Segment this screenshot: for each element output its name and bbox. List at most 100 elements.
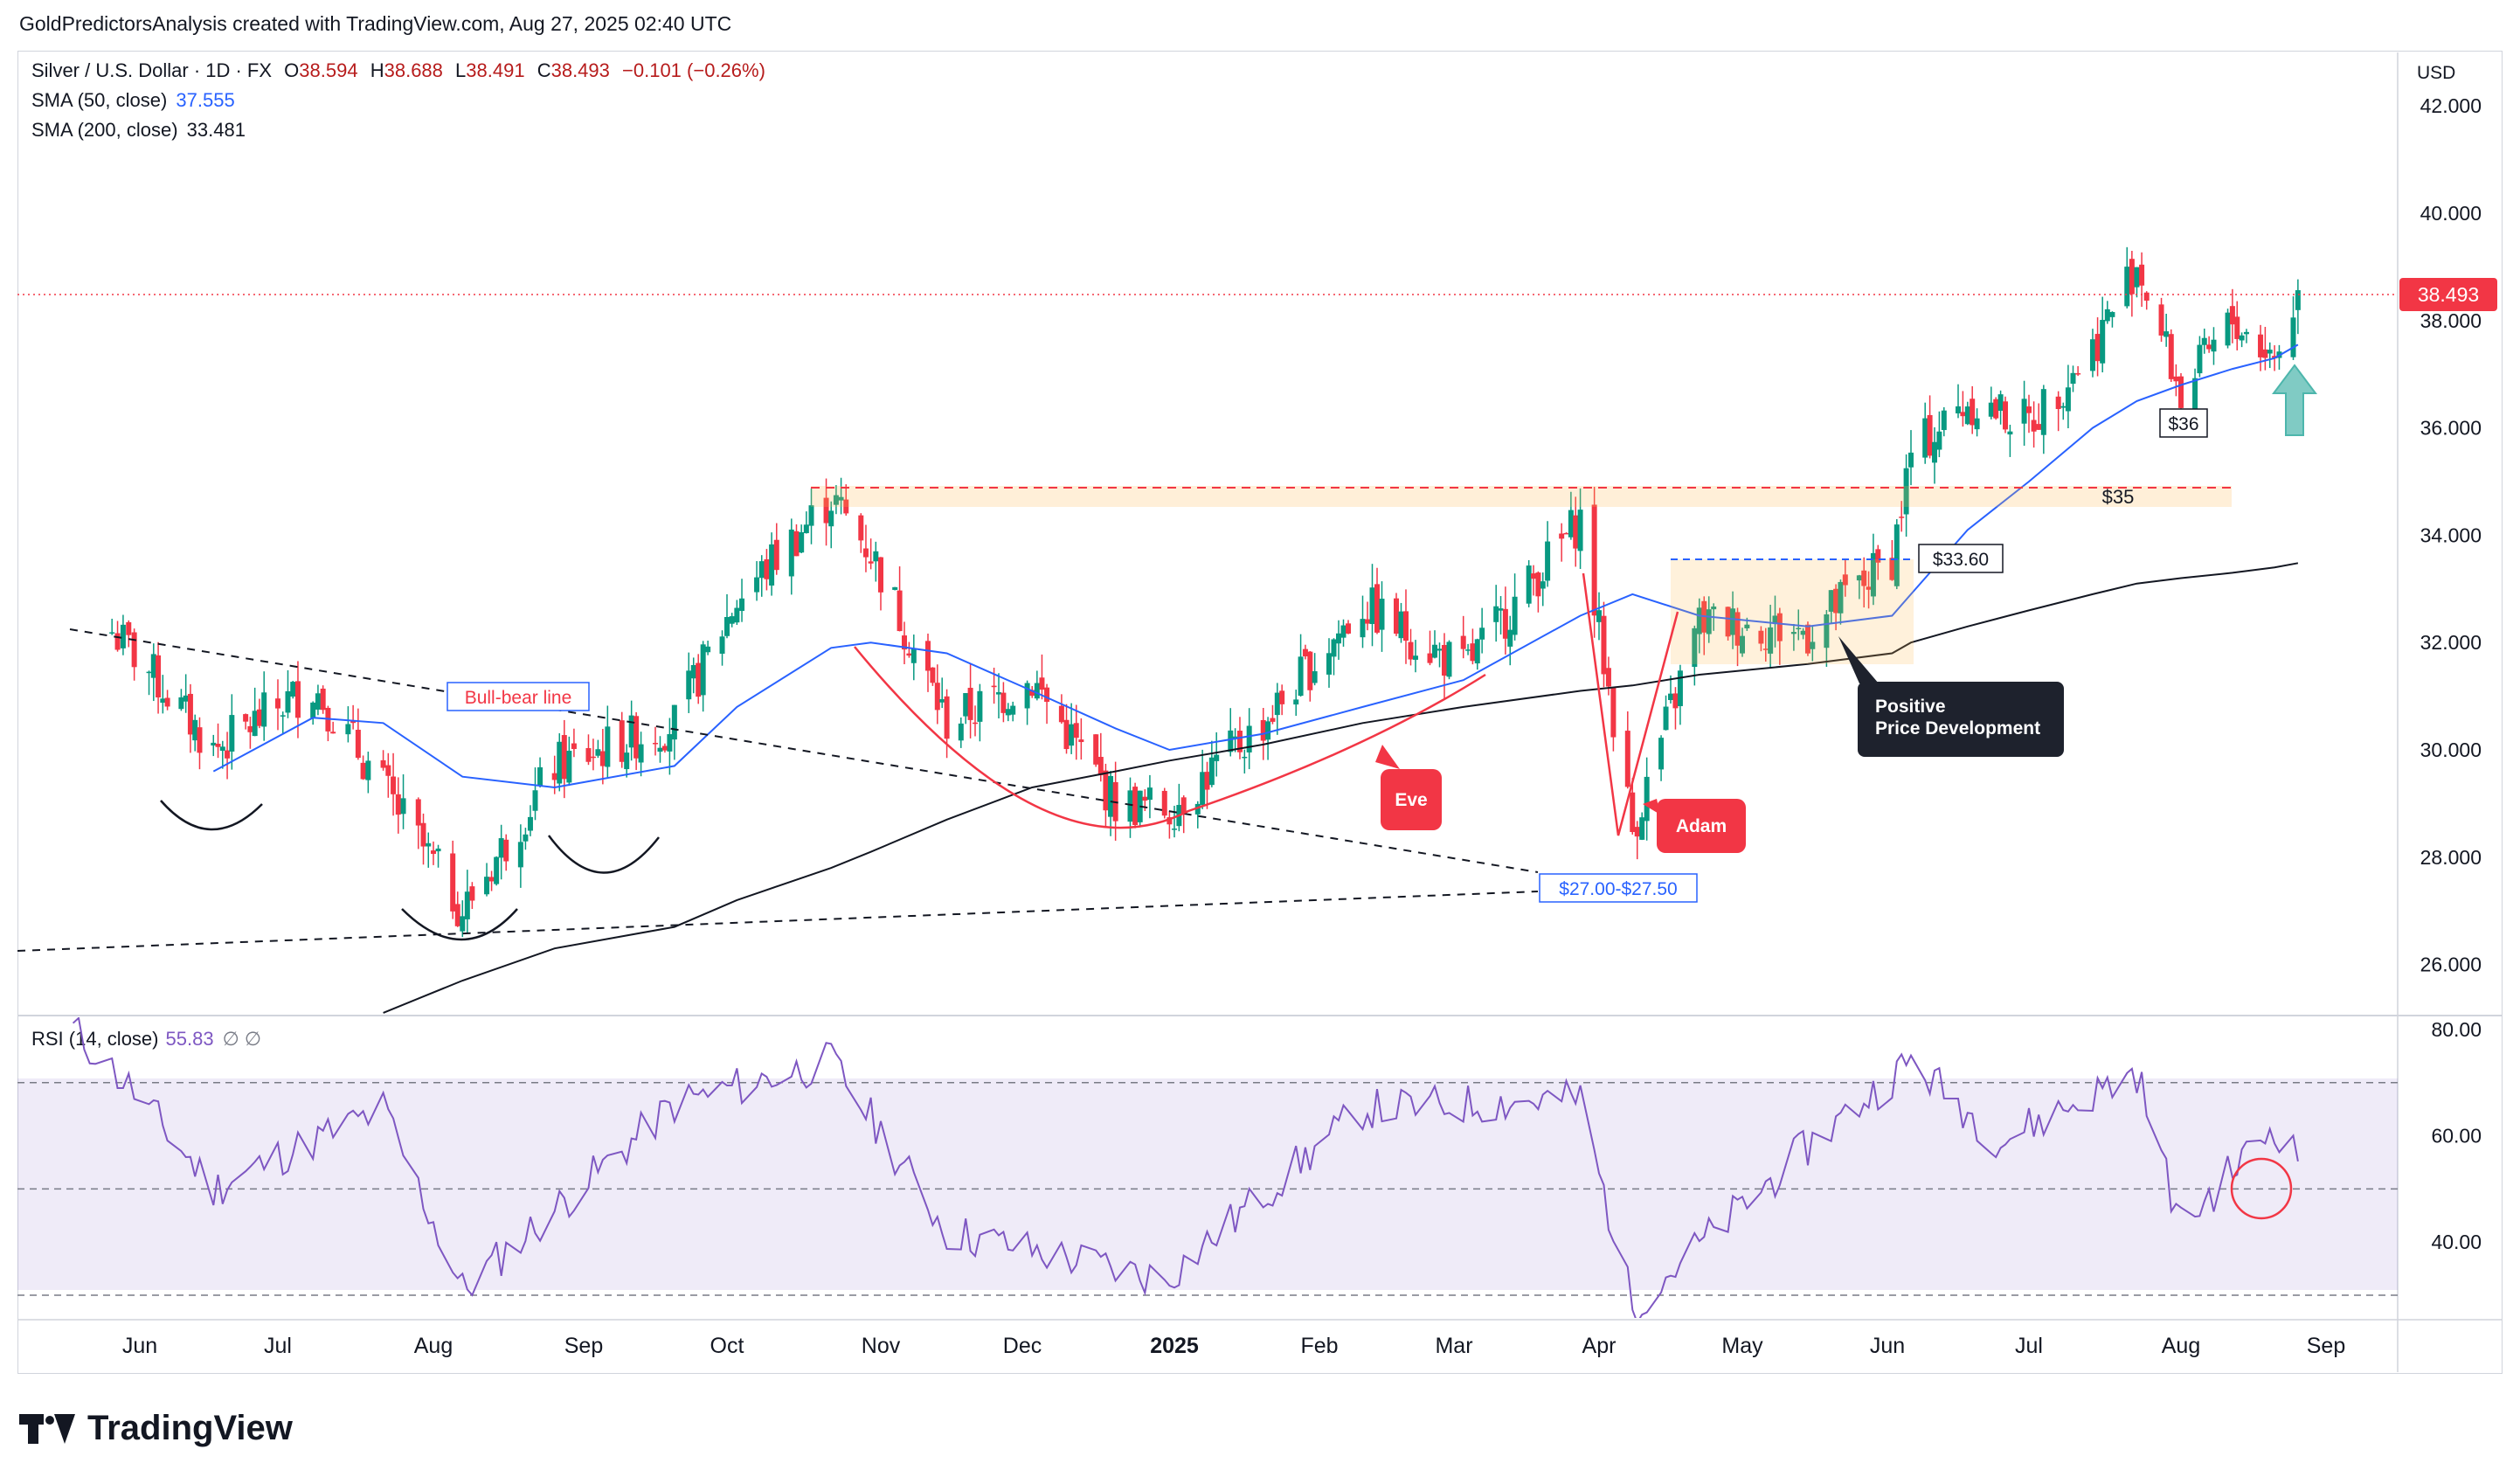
candle[interactable] — [1403, 589, 1409, 664]
eve-curve[interactable] — [854, 646, 1486, 829]
candle[interactable] — [1540, 572, 1546, 607]
support-line[interactable] — [17, 891, 1539, 952]
rsi-highlight-circle[interactable] — [2230, 1157, 2293, 1220]
candle[interactable] — [667, 718, 673, 775]
candle[interactable] — [527, 805, 533, 836]
candle[interactable] — [1624, 711, 1630, 789]
candle[interactable] — [350, 704, 357, 730]
candle[interactable] — [330, 721, 336, 734]
candle[interactable] — [1446, 640, 1452, 680]
candle[interactable] — [1167, 810, 1173, 839]
candle[interactable] — [261, 671, 267, 741]
candle[interactable] — [897, 566, 903, 632]
candle[interactable] — [878, 557, 883, 611]
candle[interactable] — [2055, 391, 2061, 432]
candle[interactable] — [944, 689, 950, 759]
candle[interactable] — [2124, 246, 2130, 309]
candle[interactable] — [803, 511, 809, 534]
candle[interactable] — [1740, 628, 1745, 657]
candle[interactable] — [1776, 607, 1783, 665]
candle[interactable] — [973, 705, 978, 737]
candle[interactable] — [1889, 539, 1895, 581]
candle[interactable] — [1630, 778, 1636, 835]
candle[interactable] — [906, 641, 912, 658]
candle[interactable] — [1274, 683, 1280, 735]
candle[interactable] — [2229, 288, 2235, 343]
candle[interactable] — [225, 732, 231, 780]
candle[interactable] — [1232, 728, 1238, 752]
candle[interactable] — [285, 669, 291, 718]
candle[interactable] — [1069, 703, 1075, 754]
candle[interactable] — [247, 717, 253, 749]
candle[interactable] — [1326, 638, 1332, 688]
candle[interactable] — [2129, 250, 2135, 317]
candle[interactable] — [460, 900, 466, 938]
candle[interactable] — [1856, 574, 1862, 600]
candle[interactable] — [2070, 365, 2076, 392]
candle[interactable] — [1172, 805, 1177, 838]
level-36-callout[interactable]: $36 — [2159, 408, 2208, 438]
candle[interactable] — [1176, 783, 1182, 832]
candle[interactable] — [484, 863, 490, 897]
rsi-line[interactable] — [72, 1017, 2299, 1322]
candle[interactable] — [799, 524, 805, 554]
candle[interactable] — [1194, 801, 1201, 829]
candle[interactable] — [1298, 634, 1304, 697]
candle[interactable] — [1644, 757, 1650, 841]
candle[interactable] — [2262, 326, 2268, 371]
candle[interactable] — [1246, 708, 1252, 770]
candle[interactable] — [252, 687, 258, 737]
candle[interactable] — [788, 518, 794, 595]
candle[interactable] — [1307, 650, 1313, 702]
sma50-line[interactable] — [212, 343, 2299, 789]
candle[interactable] — [197, 717, 203, 770]
candle[interactable] — [724, 593, 730, 639]
candle[interactable] — [219, 740, 225, 769]
candle[interactable] — [150, 643, 156, 702]
candle[interactable] — [1908, 430, 1914, 486]
candle[interactable] — [1838, 579, 1844, 625]
candle[interactable] — [1596, 592, 1602, 641]
candle[interactable] — [469, 882, 475, 910]
candle[interactable] — [1672, 687, 1679, 730]
candle[interactable] — [1875, 544, 1881, 580]
rsi-legend[interactable]: RSI (14, close) 55.83 ∅ ∅ — [31, 1028, 261, 1051]
candle[interactable] — [1293, 690, 1299, 717]
candle[interactable] — [838, 477, 844, 515]
candle[interactable] — [1800, 628, 1806, 640]
candle[interactable] — [315, 684, 321, 716]
candle[interactable] — [1058, 694, 1064, 725]
candle[interactable] — [1161, 787, 1167, 819]
candle[interactable] — [671, 704, 677, 760]
candle[interactable] — [1442, 633, 1447, 699]
candle[interactable] — [1228, 708, 1234, 757]
candle[interactable] — [2139, 252, 2145, 308]
candle[interactable] — [1265, 717, 1271, 760]
candle[interactable] — [1903, 454, 1909, 537]
candle[interactable] — [605, 705, 611, 778]
candle[interactable] — [131, 628, 137, 681]
candle[interactable] — [2031, 401, 2037, 448]
candle[interactable] — [1870, 533, 1876, 606]
candle[interactable] — [1932, 426, 1937, 484]
candle[interactable] — [1369, 564, 1375, 647]
candle[interactable] — [599, 728, 606, 785]
candle[interactable] — [1000, 682, 1007, 723]
candle[interactable] — [1964, 401, 1970, 426]
candle[interactable] — [146, 670, 152, 696]
candle[interactable] — [1398, 602, 1404, 643]
candle[interactable] — [1078, 718, 1084, 760]
candle[interactable] — [2021, 380, 2027, 446]
candle[interactable] — [488, 870, 495, 891]
candle[interactable] — [2075, 365, 2081, 377]
candle[interactable] — [1762, 628, 1769, 662]
candle[interactable] — [109, 618, 115, 635]
candle[interactable] — [1677, 664, 1683, 725]
candle[interactable] — [1302, 644, 1308, 660]
candle[interactable] — [2036, 403, 2042, 430]
candle[interactable] — [160, 675, 166, 714]
candle[interactable] — [537, 757, 543, 788]
candle[interactable] — [700, 641, 706, 712]
candle[interactable] — [1379, 581, 1385, 652]
